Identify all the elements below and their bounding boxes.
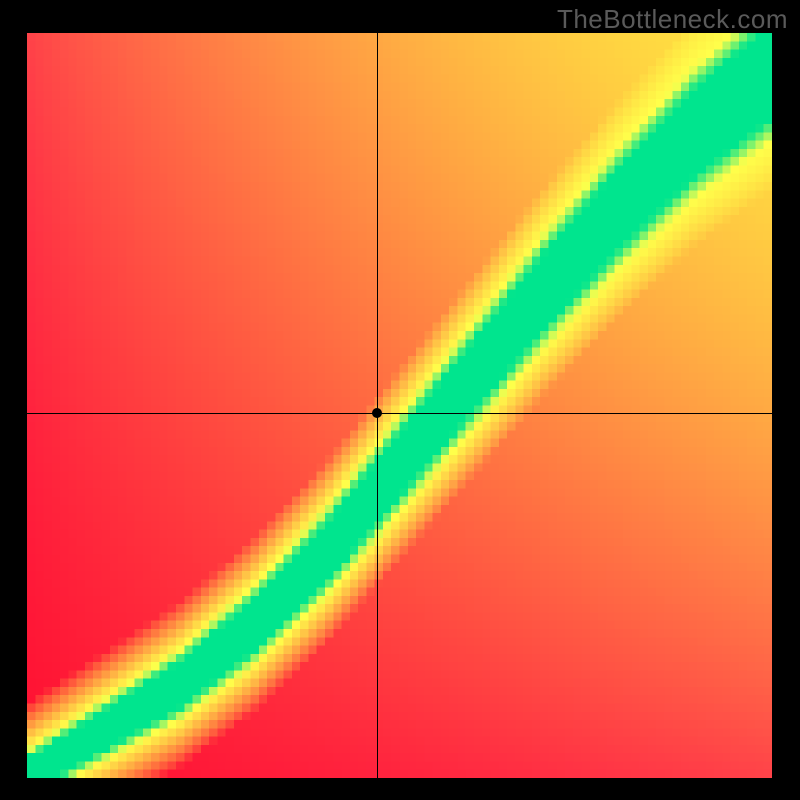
bottleneck-heatmap bbox=[27, 33, 772, 778]
heatmap-canvas bbox=[27, 33, 772, 778]
watermark-text: TheBottleneck.com bbox=[557, 4, 788, 35]
crosshair-horizontal bbox=[27, 413, 772, 414]
crosshair-marker[interactable] bbox=[372, 408, 382, 418]
stage: TheBottleneck.com bbox=[0, 0, 800, 800]
crosshair-vertical bbox=[377, 33, 378, 778]
